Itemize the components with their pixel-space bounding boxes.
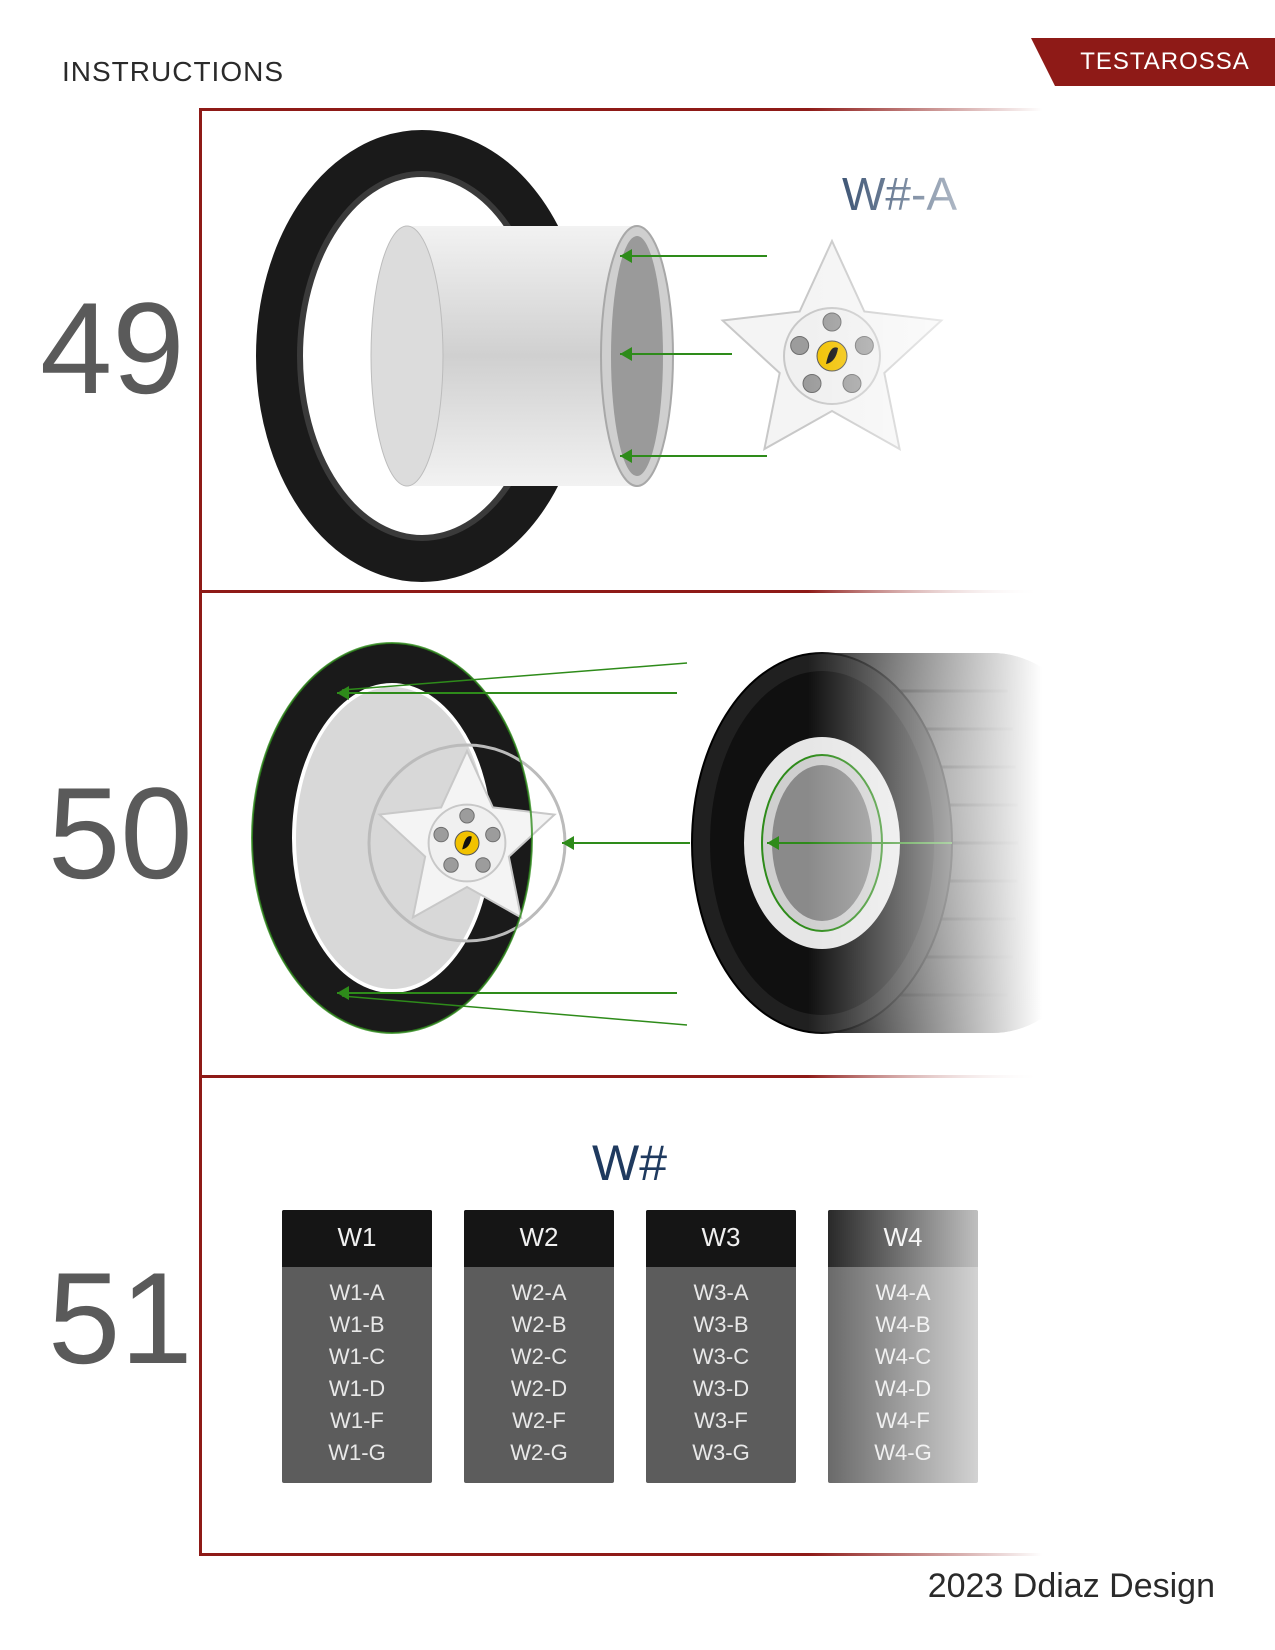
parts-table-cell: W2-D [464,1373,614,1405]
parts-table-cell: W1-C [282,1341,432,1373]
parts-table: W2W2-AW2-BW2-CW2-DW2-FW2-G [464,1210,614,1483]
parts-table-cell: W1-G [282,1437,432,1469]
panel-step-51: W# W1W1-AW1-BW1-CW1-DW1-FW1-GW2W2-AW2-BW… [199,1078,1065,1556]
parts-table-cell: W2-B [464,1309,614,1341]
parts-table-cell: W4-C [828,1341,978,1373]
parts-table-cell: W3-A [646,1277,796,1309]
parts-table-body: W2-AW2-BW2-CW2-DW2-FW2-G [464,1267,614,1483]
parts-table-header: W4 [828,1210,978,1267]
step-number-51: 51 [48,1253,193,1383]
parts-table-cell: W1-A [282,1277,432,1309]
footer-credit: 2023 Ddiaz Design [928,1567,1215,1606]
parts-table-body: W1-AW1-BW1-CW1-DW1-FW1-G [282,1267,432,1483]
instruction-page: INSTRUCTIONS TESTAROSSA 49 50 51 W#-A W#… [0,0,1275,1650]
header-instructions: INSTRUCTIONS [62,56,284,88]
parts-table-header: W2 [464,1210,614,1267]
parts-table-cell: W2-G [464,1437,614,1469]
parts-table-header: W3 [646,1210,796,1267]
parts-table-cell: W2-A [464,1277,614,1309]
parts-table-cell: W4-F [828,1405,978,1437]
parts-table: W3W3-AW3-BW3-CW3-DW3-FW3-G [646,1210,796,1483]
diagram-step-50 [202,593,1068,1078]
parts-table-cell: W4-G [828,1437,978,1469]
parts-table: W4W4-AW4-BW4-CW4-DW4-FW4-G [828,1210,978,1483]
parts-table-cell: W4-A [828,1277,978,1309]
parts-table-cell: W1-D [282,1373,432,1405]
parts-table-body: W4-AW4-BW4-CW4-DW4-FW4-G [828,1267,978,1483]
header-model-badge: TESTAROSSA [1055,38,1275,86]
parts-tables: W1W1-AW1-BW1-CW1-DW1-FW1-GW2W2-AW2-BW2-C… [282,1210,978,1483]
panel-step-50 [199,593,1065,1078]
parts-table: W1W1-AW1-BW1-CW1-DW1-FW1-G [282,1210,432,1483]
step-number-49: 49 [40,283,185,413]
parts-table-header: W1 [282,1210,432,1267]
parts-table-cell: W3-F [646,1405,796,1437]
parts-table-cell: W3-B [646,1309,796,1341]
parts-table-cell: W4-B [828,1309,978,1341]
parts-table-cell: W1-B [282,1309,432,1341]
parts-table-cell: W1-F [282,1405,432,1437]
header-model-badge-text: TESTAROSSA [1080,48,1250,76]
parts-table-cell: W3-D [646,1373,796,1405]
panel-step-49: W#-A [199,108,1065,593]
parts-table-cell: W3-G [646,1437,796,1469]
parts-table-body: W3-AW3-BW3-CW3-DW3-FW3-G [646,1267,796,1483]
panels-column: W#-A W# W1W1-AW1-BW1-CW1-DW1-FW1-GW2W2-A… [199,108,1065,1556]
parts-table-cell: W2-F [464,1405,614,1437]
part-label-49: W#-A [842,167,957,221]
parts-table-cell: W3-C [646,1341,796,1373]
parts-table-cell: W4-D [828,1373,978,1405]
parts-table-cell: W2-C [464,1341,614,1373]
step-number-50: 50 [48,768,193,898]
parts-table-title: W# [592,1134,667,1192]
